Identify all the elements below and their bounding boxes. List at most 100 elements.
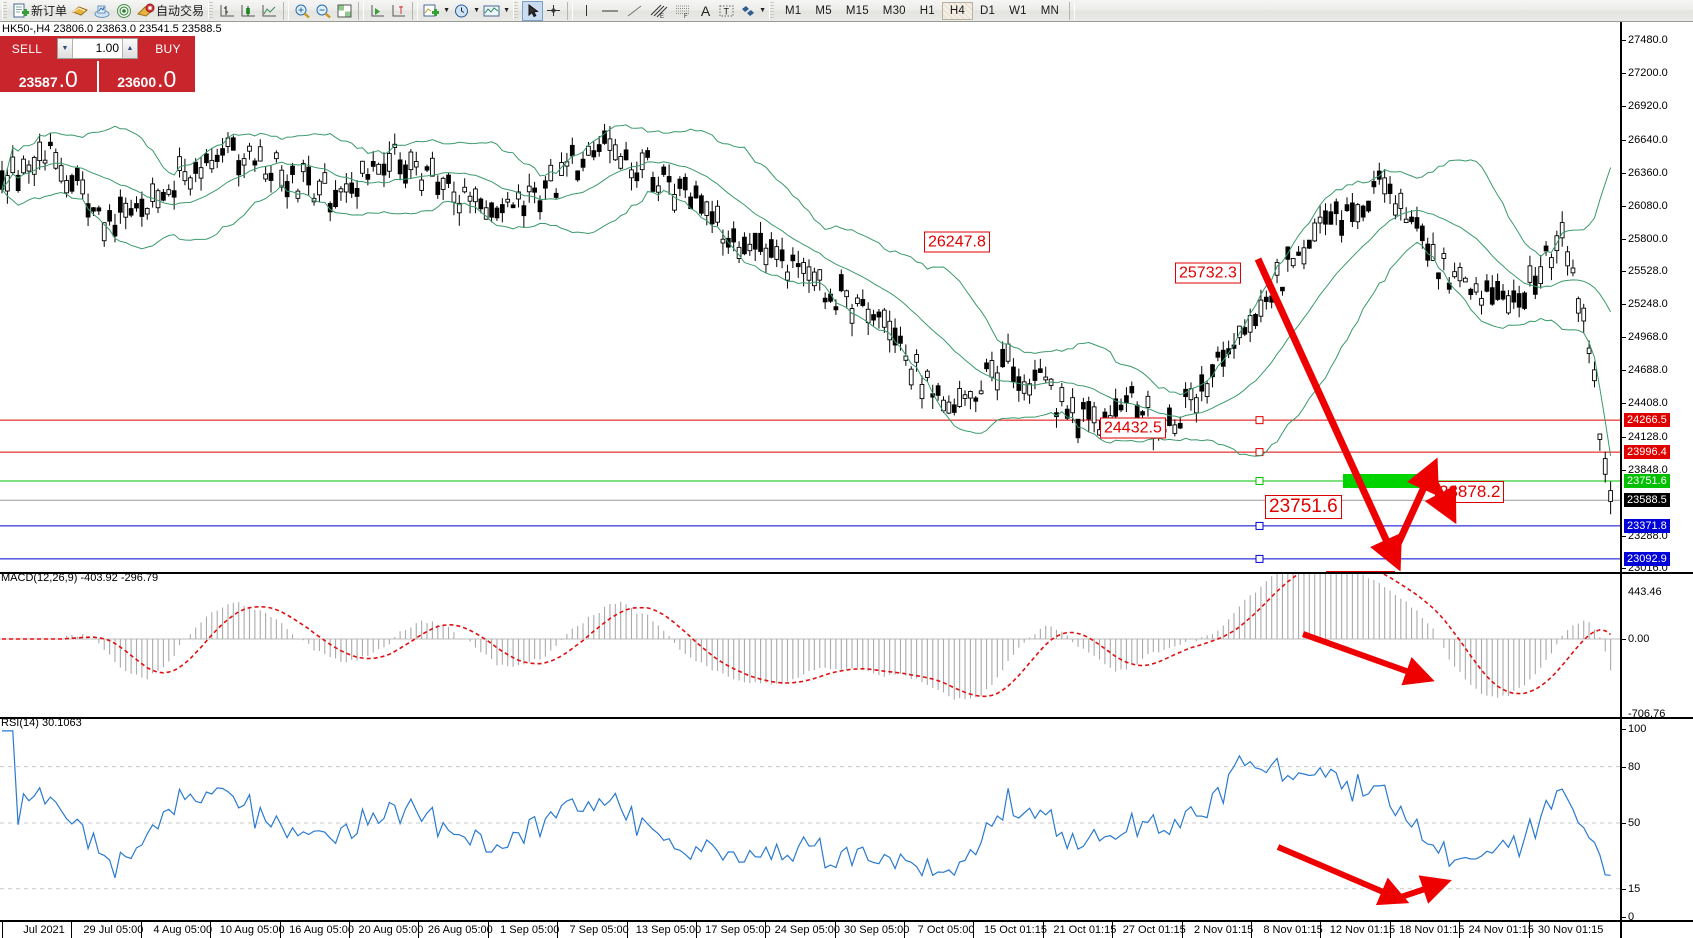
- timeframe-h4[interactable]: H4: [941, 1, 973, 20]
- crosshair-icon[interactable]: [543, 1, 564, 21]
- price-level-badge[interactable]: 24266.5: [1624, 413, 1670, 428]
- rsi-axis[interactable]: 100 80 50 15 0: [1620, 719, 1693, 938]
- time-axis-label: 8 Nov 01:15: [1263, 924, 1323, 936]
- drawn-arrows-layer: [1254, 257, 1457, 572]
- price-axis-tick: [1622, 40, 1626, 42]
- line-chart-icon[interactable]: [259, 1, 280, 21]
- candlestick-chart-icon[interactable]: [238, 1, 259, 21]
- macd-pane[interactable]: MACD(12,26,9) -403.92 -296.79 443.46 0.00…: [0, 572, 1693, 720]
- shapes-icon[interactable]: [737, 1, 758, 21]
- indicators-icon[interactable]: [421, 1, 442, 21]
- time-axis[interactable]: Jul 2021 29 Jul 05:00 4 Aug 05:00 10 Aug 05…: [0, 920, 1693, 938]
- shapes-dropdown-arrow[interactable]: ▼: [759, 7, 766, 14]
- chart-shift-icon[interactable]: [388, 1, 409, 21]
- tile-windows-icon[interactable]: [334, 1, 355, 21]
- fibonacci-icon[interactable]: F: [671, 1, 695, 21]
- price-plot: [0, 123, 1620, 563]
- macd-axis[interactable]: 443.46 0.00 -706.76: [1620, 574, 1693, 720]
- indicators-dropdown-arrow[interactable]: ▼: [443, 7, 450, 14]
- new-order-button[interactable]: 新订单: [11, 1, 69, 21]
- scroll-end-icon[interactable]: [367, 1, 388, 21]
- rsi-axis-label: 100: [1628, 723, 1647, 735]
- time-axis-separator: [695, 922, 697, 938]
- annotation-23878[interactable]: 23878.2: [1435, 481, 1505, 503]
- buy-price[interactable]: 23600 .0: [98, 61, 195, 92]
- period-icon[interactable]: [451, 1, 472, 21]
- time-axis-label: 30 Sep 05:00: [843, 924, 910, 936]
- rsi-up-arrow: [1394, 875, 1452, 904]
- annotation-24432[interactable]: 24432.5: [1100, 417, 1166, 439]
- time-axis-label: 4 Aug 05:00: [153, 924, 213, 936]
- annotation-23751[interactable]: 23751.6: [1265, 495, 1342, 519]
- data-window-icon[interactable]: [69, 1, 91, 21]
- buy-price-dec: .0: [157, 66, 177, 92]
- price-pane[interactable]: 26247.8 25732.3 24432.5 23751.6 23878.2 …: [0, 22, 1693, 593]
- zoom-in-icon[interactable]: [292, 1, 313, 21]
- volume-input[interactable]: 1.00: [95, 41, 119, 55]
- templates-icon[interactable]: [481, 1, 502, 21]
- time-axis-separator: [1528, 922, 1530, 938]
- text-icon[interactable]: A: [700, 2, 711, 19]
- price-axis-tick: [1622, 139, 1626, 141]
- timeframe-m30[interactable]: M30: [882, 4, 906, 17]
- price-axis-label: 24128.0: [1628, 430, 1668, 443]
- time-axis-separator: [904, 922, 906, 938]
- price-axis-label: 23848.0: [1628, 463, 1668, 476]
- horizontal-line-icon[interactable]: [597, 1, 623, 21]
- price-axis-label: 27200.0: [1628, 67, 1668, 80]
- time-axis-label: 24 Nov 01:15: [1468, 924, 1534, 936]
- trendline-icon[interactable]: [623, 1, 647, 21]
- timeframe-m15[interactable]: M15: [845, 4, 869, 17]
- time-axis-label: 2 Nov 01:15: [1193, 924, 1254, 936]
- price-axis-tick: [1622, 270, 1626, 272]
- timeframe-m1[interactable]: M1: [785, 4, 802, 17]
- time-axis-label: 12 Nov 01:15: [1329, 924, 1396, 936]
- period-dropdown-arrow[interactable]: ▼: [473, 7, 480, 14]
- timeframe-m5[interactable]: M5: [815, 4, 832, 17]
- price-level-badge[interactable]: 23751.6: [1624, 474, 1670, 489]
- price-axis-tick: [1622, 403, 1626, 405]
- price-level-badge[interactable]: 23092.9: [1624, 551, 1670, 566]
- price-axis-label: 27480.0: [1628, 34, 1668, 47]
- equidistant-channel-icon[interactable]: E: [647, 1, 671, 21]
- zoom-out-icon[interactable]: [313, 1, 334, 21]
- buy-button[interactable]: BUY: [141, 36, 195, 61]
- bar-chart-icon[interactable]: [217, 1, 238, 21]
- navigator-icon[interactable]: [113, 1, 135, 21]
- price-level-badge[interactable]: 23371.8: [1624, 518, 1670, 533]
- price-level-badge[interactable]: 23996.4: [1624, 445, 1670, 460]
- sell-button[interactable]: SELL: [0, 36, 54, 61]
- toolbar-grip-4[interactable]: [769, 2, 775, 19]
- sell-price[interactable]: 23587 .0: [0, 61, 99, 92]
- annotation-26247[interactable]: 26247.8: [924, 231, 990, 253]
- bollinger-band: [1, 124, 1612, 396]
- sell-price-int: 23587: [18, 74, 58, 90]
- rsi-pane[interactable]: RSI(14) 30.1063 100 80 50 15 0: [0, 717, 1693, 938]
- auto-trading-button[interactable]: 自动交易: [135, 1, 206, 21]
- chart-area[interactable]: 26247.8 25732.3 24432.5 23751.6 23878.2 …: [0, 22, 1693, 938]
- price-level-badge[interactable]: 23588.5: [1624, 493, 1670, 508]
- timeframe-w1[interactable]: W1: [1009, 4, 1027, 17]
- volume-increase-icon[interactable]: ▲: [122, 39, 137, 58]
- text-label-icon[interactable]: T: [716, 1, 737, 21]
- bollinger-band: [1, 161, 1612, 419]
- timeframe-d1[interactable]: D1: [980, 4, 996, 17]
- templates-dropdown-arrow[interactable]: ▼: [503, 7, 510, 14]
- toolbar-grip-2[interactable]: [208, 2, 214, 19]
- timeframe-mn[interactable]: MN: [1040, 4, 1060, 17]
- annotation-25732[interactable]: 25732.3: [1175, 262, 1241, 284]
- price-axis-tick: [1622, 205, 1626, 207]
- time-axis-separator: [210, 922, 212, 938]
- volume-stepper[interactable]: ▼ 1.00 ▲: [54, 36, 141, 61]
- volume-decrease-icon[interactable]: ▼: [58, 39, 73, 58]
- vertical-line-icon[interactable]: [576, 1, 597, 21]
- market-watch-icon[interactable]: [91, 1, 113, 21]
- time-axis-separator: [71, 922, 73, 938]
- toolbar-grip-3[interactable]: [513, 2, 519, 19]
- price-axis[interactable]: 27480.0 27200.0 26920.0 26640.0 26360.0 26080…: [1620, 22, 1693, 574]
- price-axis-label: 25800.0: [1628, 232, 1668, 245]
- price-axis-tick: [1622, 337, 1626, 339]
- cursor-icon[interactable]: [522, 0, 544, 21]
- timeframe-h1[interactable]: H1: [919, 4, 935, 17]
- toolbar-grip[interactable]: [2, 2, 7, 19]
